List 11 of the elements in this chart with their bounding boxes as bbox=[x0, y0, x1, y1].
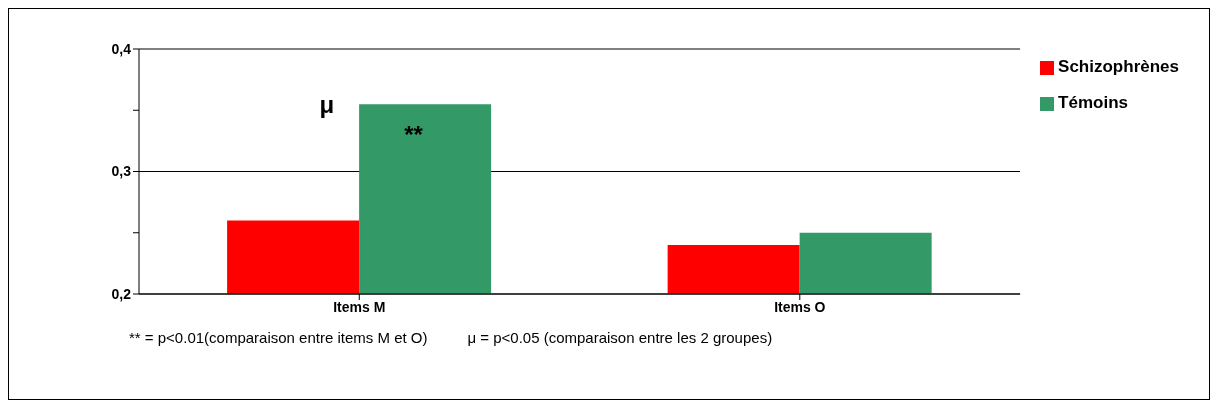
text: μ = p<0.05 (comparaison entre les 2 groupes) bbox=[467, 329, 773, 346]
annotation: ** bbox=[404, 121, 424, 149]
text: ** = p<0.01(comparaison entre items M et O) bbox=[129, 329, 428, 346]
y-tick-label: 0,2 bbox=[111, 285, 132, 302]
legend-label: Témoins bbox=[1058, 93, 1128, 112]
y-tick-label: 0,3 bbox=[111, 163, 132, 180]
y-tick-label: 0,4 bbox=[111, 40, 132, 57]
x-tick-label: Items M bbox=[333, 298, 386, 315]
legend-label: Schizophrènes bbox=[1058, 57, 1179, 76]
annotation: μ bbox=[319, 90, 335, 118]
x-tick-label: Items O bbox=[774, 298, 826, 315]
